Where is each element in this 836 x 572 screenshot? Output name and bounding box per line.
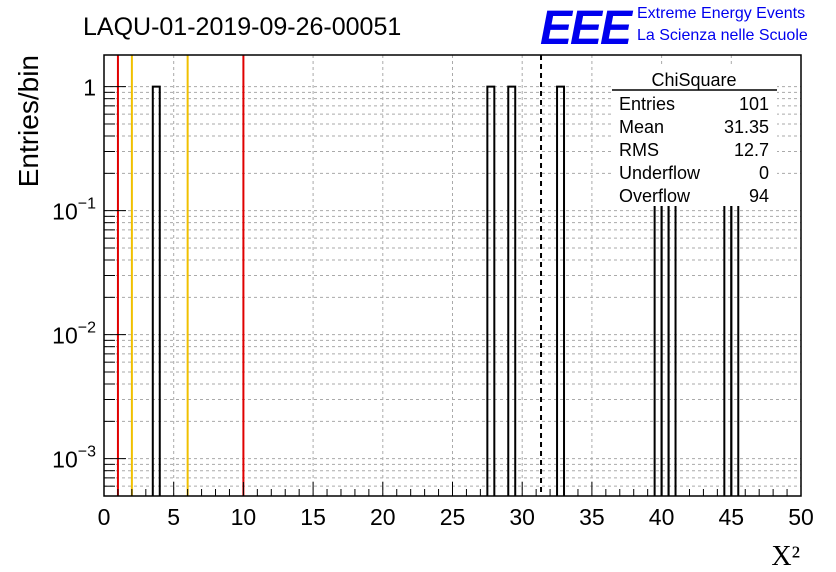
brand-line-1: Extreme Energy Events <box>637 5 805 22</box>
axis-ticks <box>103 86 802 497</box>
y-tick-label: 1 <box>83 75 96 101</box>
stats-label: Mean <box>619 117 664 137</box>
histogram-bar <box>151 85 161 496</box>
y-tick-base: 10 <box>52 323 78 349</box>
x-tick-label: 35 <box>579 504 605 530</box>
x-axis-label: X² <box>771 541 800 572</box>
x-tick-label: 10 <box>231 504 257 530</box>
y-tick-exponent: −2 <box>78 320 96 337</box>
stats-rows: Entries 101 Mean 31.35 RMS 12.7 Underflow 0 Over… <box>619 94 769 206</box>
stats-label: RMS <box>619 140 659 160</box>
chart-title: LAQU-01-2019-09-26-00051 <box>83 13 401 41</box>
histogram-bar <box>507 85 517 496</box>
x-tick-labels: 0 5 10 15 20 25 30 35 40 45 50 <box>98 504 814 530</box>
reference-lines <box>116 55 543 496</box>
brand-line-2: La Scienza nelle Scuole <box>637 27 808 44</box>
y-axis-label: Entries/bin <box>13 55 44 187</box>
statistics-box: ChiSquare Entries 101 Mean 31.35 RMS 12.7 Unde… <box>612 66 777 206</box>
stats-value: 31.35 <box>724 117 769 137</box>
y-tick-base: 10 <box>52 199 78 225</box>
x-tick-label: 0 <box>98 504 111 530</box>
y-tick-label: 10−1 <box>52 196 96 225</box>
x-tick-label: 45 <box>719 504 745 530</box>
stats-value: 12.7 <box>734 140 769 160</box>
x-tick-label: 25 <box>440 504 466 530</box>
y-tick-label: 10−2 <box>52 320 96 349</box>
stats-title: ChiSquare <box>651 70 736 90</box>
histogram-bar <box>556 85 566 496</box>
y-tick-base: 1 <box>83 75 96 101</box>
histogram-bar <box>486 85 496 496</box>
y-tick-exponent: −1 <box>78 196 96 213</box>
x-tick-label: 20 <box>370 504 396 530</box>
y-tick-base: 10 <box>52 447 78 473</box>
stats-label: Entries <box>619 94 675 114</box>
x-tick-label: 15 <box>300 504 326 530</box>
x-tick-label: 5 <box>167 504 180 530</box>
x-tick-label: 50 <box>788 504 814 530</box>
x-tick-label: 40 <box>649 504 675 530</box>
stats-value: 94 <box>749 186 769 206</box>
x-tick-label: 30 <box>509 504 535 530</box>
y-tick-exponent: −3 <box>78 444 96 461</box>
y-tick-label: 10−3 <box>52 444 96 473</box>
stats-value: 0 <box>759 163 769 183</box>
stats-value: 101 <box>739 94 769 114</box>
eee-logo: EEE <box>540 2 634 55</box>
y-tick-labels: 10−310−210−11 <box>52 75 96 473</box>
stats-label: Underflow <box>619 163 701 183</box>
stats-label: Overflow <box>619 186 691 206</box>
